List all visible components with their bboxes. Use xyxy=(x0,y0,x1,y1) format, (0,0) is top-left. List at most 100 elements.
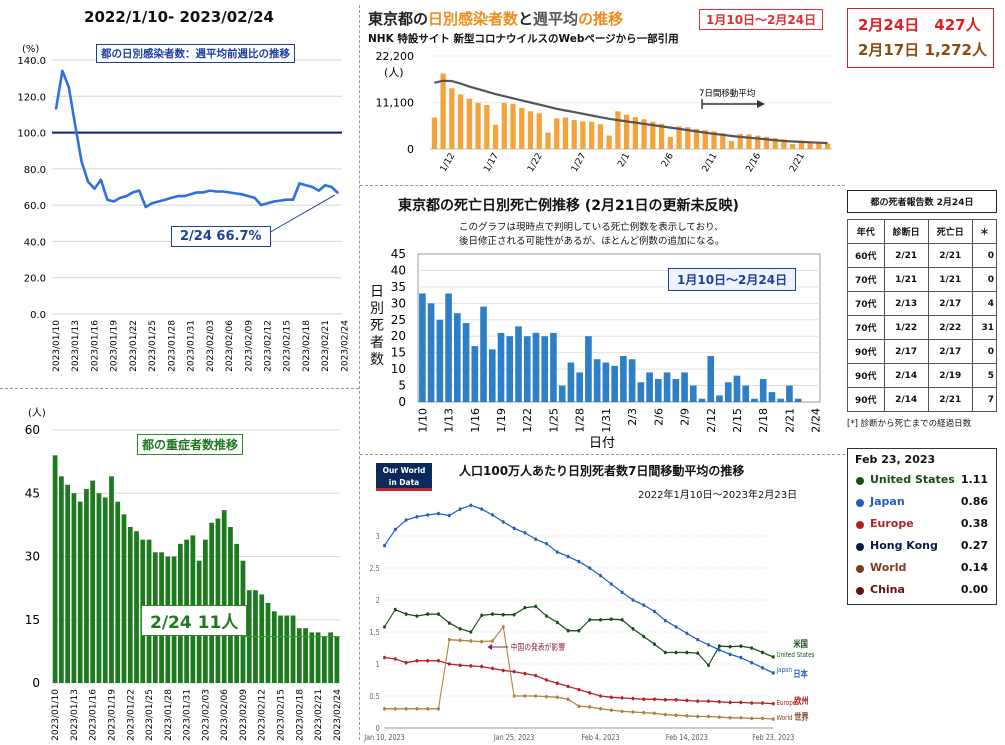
deaths-xtick-label: 1/16 xyxy=(469,408,482,433)
death-table-row: 60代 2/21 2/21 0 xyxy=(847,243,998,268)
death-table-cell: 31 xyxy=(971,315,998,340)
infections-xtick-label: 1/12 xyxy=(439,152,458,175)
owid-point-united-states xyxy=(426,612,430,616)
ratio-point xyxy=(125,195,128,197)
infections-bar xyxy=(580,121,586,149)
ratio-xtick-label: 2023/02/03 xyxy=(206,320,216,372)
deaths-xtick-label: 1/31 xyxy=(600,408,613,433)
ratio-point xyxy=(164,198,166,201)
deaths-ytick-label: 35 xyxy=(391,280,406,294)
deaths-xtick-label: 1/28 xyxy=(574,408,587,433)
severe-bar xyxy=(284,615,290,683)
owid-point-japan xyxy=(577,559,581,564)
infections-bar xyxy=(711,131,717,149)
severe-bar xyxy=(328,632,333,683)
deaths-ytick-label: 45 xyxy=(391,247,406,261)
owid-ytick-label: 2.5 xyxy=(369,563,379,573)
ratio-xtick-label: 2023/01/22 xyxy=(129,320,139,372)
owid-legend-item: Europe 0.38 xyxy=(848,517,996,539)
owid-point-united-states xyxy=(653,642,656,646)
owid-point-europe xyxy=(663,698,667,702)
death-table-cell: 1/21 xyxy=(927,267,973,292)
ratio-point xyxy=(93,188,96,190)
owid-point-united-states xyxy=(717,644,721,648)
owid-point-united-states xyxy=(555,620,559,625)
legend-item-name: United States xyxy=(870,473,955,486)
owid-line-united-states xyxy=(384,605,774,667)
deaths-bar xyxy=(620,355,627,402)
owid-point-europe xyxy=(631,696,635,701)
deaths-bar xyxy=(716,395,723,402)
severe-ytick-label: 30 xyxy=(25,550,40,564)
ratio-point xyxy=(183,195,185,197)
owid-legend-item: Japan 0.86 xyxy=(848,495,996,517)
owid-point-europe xyxy=(577,687,581,692)
severe-callout: 2/24 11人 xyxy=(141,605,248,636)
deaths-xtick-label: 2/15 xyxy=(731,408,744,433)
owid-point-europe xyxy=(491,666,494,671)
infections-bar xyxy=(763,136,770,149)
deaths-xtick-label: 2/3 xyxy=(626,408,639,426)
owid-point-europe xyxy=(383,655,386,660)
ratio-xtick-label: 2023/01/31 xyxy=(187,320,197,372)
severe-bar xyxy=(271,611,277,683)
ratio-point xyxy=(80,160,83,163)
owid-ytick-label: 1 xyxy=(376,659,380,669)
owid-point-europe xyxy=(415,659,419,663)
owid-xtick-label: Feb 23, 2023 xyxy=(752,732,794,742)
owid-legend-item: United States 1.11 xyxy=(848,473,996,495)
infections-bar xyxy=(466,98,472,149)
infections-bar xyxy=(702,130,708,149)
infections-bar xyxy=(667,136,673,149)
infections-bar xyxy=(440,73,446,149)
severe-ytick-label: 0 xyxy=(32,676,40,690)
owid-point-japan xyxy=(761,666,764,670)
ratio-point xyxy=(209,189,211,192)
death-table-cell: 2/17 xyxy=(927,339,973,364)
deaths-xtick-label: 1/10 xyxy=(416,408,429,433)
severe-xtick-label: 2023/01/22 xyxy=(126,689,136,741)
deaths-bar xyxy=(637,382,645,402)
owid-point-europe xyxy=(609,695,613,700)
deaths-bar xyxy=(576,372,583,402)
infections-bar xyxy=(641,119,647,149)
severe-xtick-label: 2023/02/06 xyxy=(220,689,230,741)
severe-xtick-label: 2023/01/10 xyxy=(51,689,61,741)
owid-label-eu-en: Europe xyxy=(777,699,797,707)
death-table-header-cell: 死亡日 xyxy=(927,219,973,244)
legend-dot-icon xyxy=(856,499,864,507)
owid-point-europe xyxy=(545,678,548,682)
owid-point-world xyxy=(577,704,581,709)
infections-chart: (人) 0 11,100 22,200 1/12 1/17 1/22 1/27 2/1 2/6 2… xyxy=(376,50,832,175)
owid-label-world-en: World xyxy=(777,714,793,722)
owid-legend-item: Hong Kong 0.27 xyxy=(848,539,996,561)
death-table-cell: 0 xyxy=(971,267,998,292)
deaths-xlabel: 日付 xyxy=(589,436,615,451)
owid-point-united-states xyxy=(447,621,451,625)
owid-point-europe xyxy=(717,699,721,704)
owid-point-europe xyxy=(620,696,624,700)
owid-point-world xyxy=(523,694,527,698)
ratio-xtick-label: 2023/02/21 xyxy=(321,320,331,372)
infections-title: 東京都の日別感染者数と週平均の推移 xyxy=(368,8,623,29)
ratio-ytick-label: 60.0 xyxy=(24,201,46,212)
deaths-bar xyxy=(523,336,531,402)
owid-point-world xyxy=(685,714,689,718)
owid-point-world xyxy=(609,708,613,712)
death-table-header-cell: 年代 xyxy=(847,219,885,244)
owid-point-united-states xyxy=(631,627,635,631)
deaths-bar xyxy=(497,332,505,402)
deaths-xtick-label: 2/6 xyxy=(652,408,665,426)
weekly-ratio-panel: 2022/1/10- 2023/02/24 (%) 0.0 20.0 40.0 60.… xyxy=(0,0,358,388)
owid-point-united-states xyxy=(458,627,462,631)
owid-point-united-states xyxy=(750,646,754,650)
ratio-callout-pointer xyxy=(259,194,336,239)
owid-annotation-arrowhead xyxy=(487,644,493,650)
legend-item-name: Hong Kong xyxy=(870,539,938,552)
death-table-cell: 2/21 xyxy=(883,243,929,268)
ratio-point xyxy=(87,180,89,183)
infections-bar xyxy=(501,102,507,149)
severe-bar xyxy=(303,628,308,683)
owid-panel: Our World in Data 人口100万人あたり日別死者数7日間移動平均… xyxy=(362,456,844,745)
owid-point-japan xyxy=(458,507,462,511)
